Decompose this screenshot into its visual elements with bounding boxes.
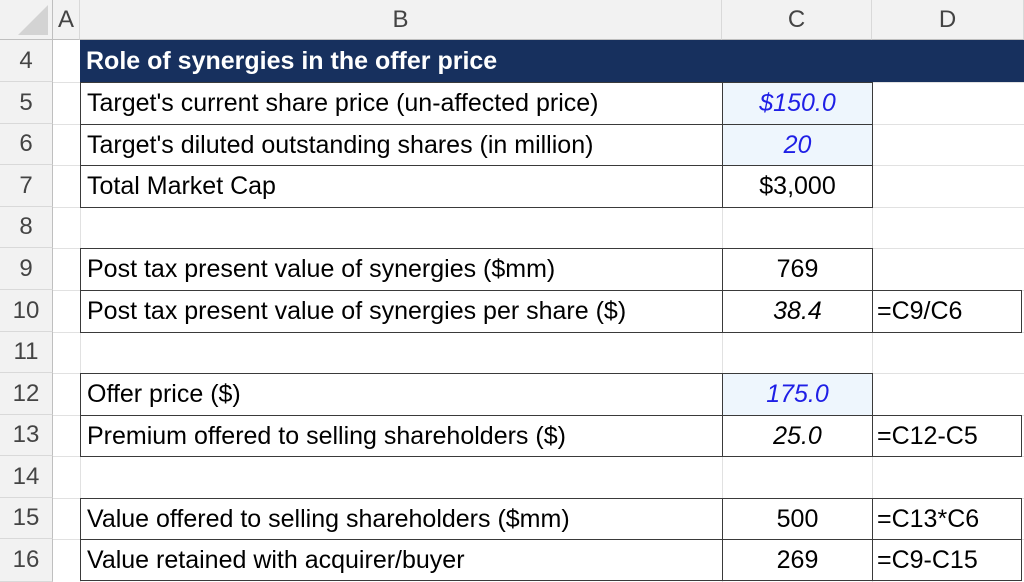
formula-cell-d13[interactable]: =C12-C5	[872, 415, 1022, 457]
column-header-b[interactable]: B	[80, 0, 722, 40]
value-cell-c9[interactable]: 769	[722, 248, 873, 291]
row-header-16[interactable]: 16	[0, 539, 53, 582]
input-cell-c6[interactable]: 20	[722, 124, 873, 166]
label-cell-b6[interactable]: Target's diluted outstanding shares (in …	[80, 124, 723, 166]
section-title-cell[interactable]: Role of synergies in the offer price	[80, 40, 1024, 82]
value-cell-c13[interactable]: 25.0	[722, 415, 873, 457]
column-header-c[interactable]: C	[722, 0, 872, 40]
value-cell-c16[interactable]: 269	[722, 539, 873, 581]
formula-cell-d10[interactable]: =C9/C6	[872, 290, 1022, 333]
label-cell-b5[interactable]: Target's current share price (un-affecte…	[80, 82, 723, 125]
row-header-15[interactable]: 15	[0, 498, 53, 539]
value-cell-c15[interactable]: 500	[722, 498, 873, 540]
row-header-9[interactable]: 9	[0, 248, 53, 290]
label-cell-b7[interactable]: Total Market Cap	[80, 165, 723, 208]
row-header-4[interactable]: 4	[0, 40, 53, 82]
row-header-5[interactable]: 5	[0, 82, 53, 124]
select-all-corner[interactable]	[0, 0, 53, 40]
label-cell-b10[interactable]: Post tax present value of synergies per …	[80, 290, 723, 333]
label-cell-b15[interactable]: Value offered to selling shareholders ($…	[80, 498, 723, 540]
label-cell-b9[interactable]: Post tax present value of synergies ($mm…	[80, 248, 723, 291]
label-cell-b13[interactable]: Premium offered to selling shareholders …	[80, 415, 723, 457]
input-cell-c12[interactable]: 175.0	[722, 373, 873, 416]
row-header-10[interactable]: 10	[0, 290, 53, 332]
formula-cell-d16[interactable]: =C9-C15	[872, 539, 1022, 581]
row-header-11[interactable]: 11	[0, 332, 53, 373]
row-header-8[interactable]: 8	[0, 207, 53, 248]
column-header-a[interactable]: A	[53, 0, 80, 40]
label-cell-b12[interactable]: Offer price ($)	[80, 373, 723, 416]
row-header-6[interactable]: 6	[0, 124, 53, 165]
input-cell-c5[interactable]: $150.0	[722, 82, 873, 125]
value-cell-c10[interactable]: 38.4	[722, 290, 873, 333]
column-header-d[interactable]: D	[872, 0, 1024, 40]
select-all-triangle-icon	[18, 5, 48, 35]
row-header-13[interactable]: 13	[0, 415, 53, 456]
value-cell-c7[interactable]: $3,000	[722, 165, 873, 208]
formula-cell-d15[interactable]: =C13*C6	[872, 498, 1022, 540]
row-header-7[interactable]: 7	[0, 165, 53, 207]
row-header-12[interactable]: 12	[0, 373, 53, 415]
label-cell-b16[interactable]: Value retained with acquirer/buyer	[80, 539, 723, 581]
row-header-14[interactable]: 14	[0, 456, 53, 498]
